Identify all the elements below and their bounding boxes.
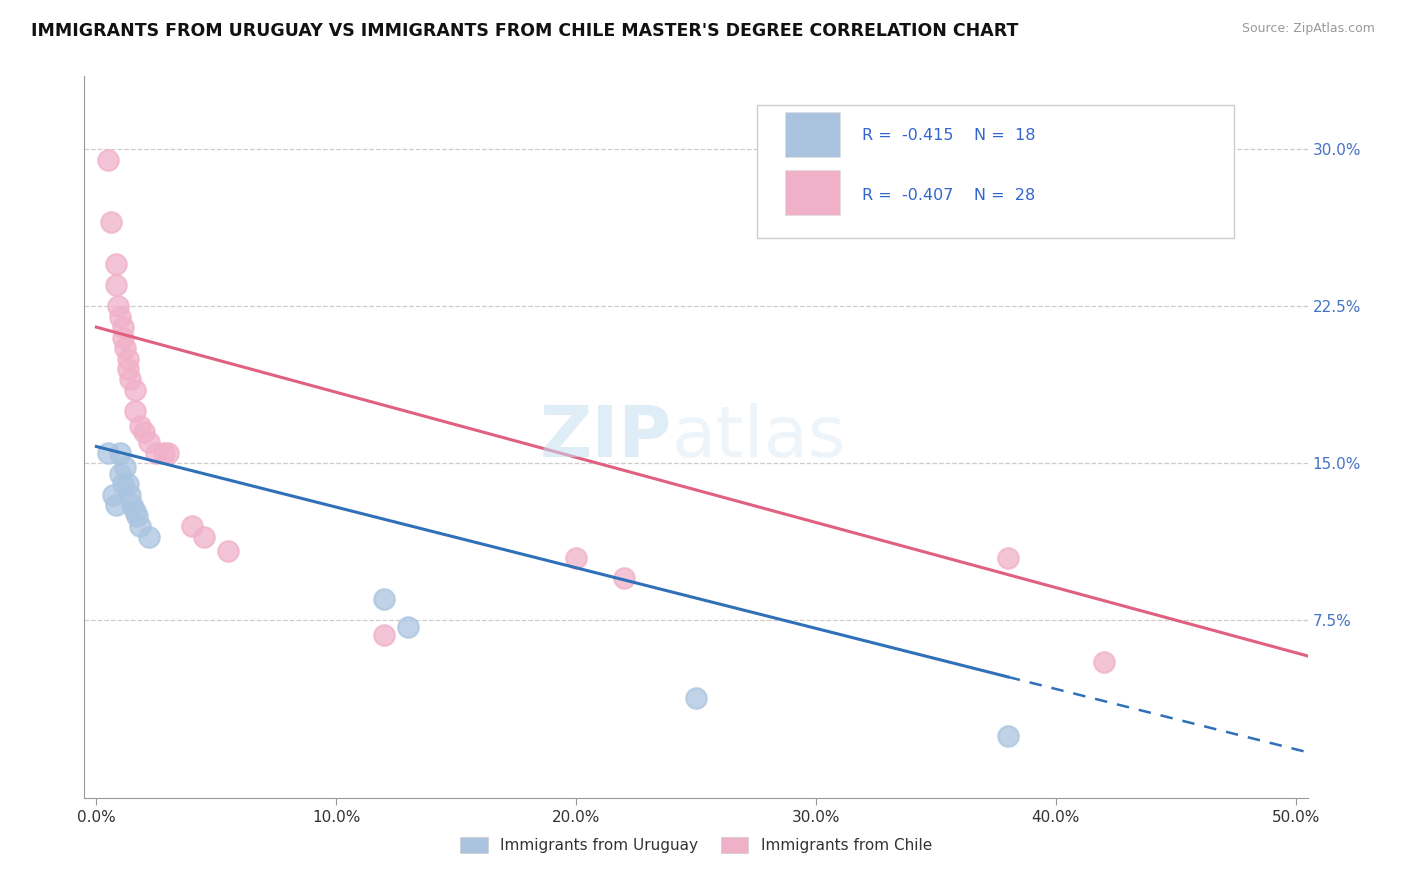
Text: atlas: atlas (672, 402, 846, 472)
Point (138, 530, 160, 544)
Point (110, 446, 132, 460)
Point (124, 383, 146, 397)
Point (193, 530, 215, 544)
Point (111, 477, 134, 491)
Point (128, 519, 150, 533)
Point (1092, 655, 1115, 669)
Point (127, 508, 149, 523)
Point (117, 362, 139, 376)
Point (613, 571, 636, 585)
Point (396, 619, 419, 633)
Point (217, 544, 239, 558)
Text: R =  -0.407    N =  28: R = -0.407 N = 28 (862, 187, 1036, 202)
Point (128, 418, 150, 433)
Point (111, 320, 134, 334)
Point (157, 446, 180, 460)
Point (997, 729, 1019, 743)
FancyBboxPatch shape (786, 169, 841, 215)
Text: ZIP: ZIP (540, 402, 672, 472)
Point (104, 498, 127, 512)
Point (100, 215, 122, 229)
Point (107, 299, 129, 313)
FancyBboxPatch shape (758, 104, 1234, 238)
FancyBboxPatch shape (786, 112, 841, 158)
Point (152, 446, 174, 460)
Point (114, 341, 136, 355)
Point (110, 467, 132, 481)
Point (111, 330, 134, 344)
Point (118, 488, 141, 502)
Point (145, 446, 167, 460)
Point (685, 690, 707, 705)
Point (97, 446, 120, 460)
Point (97, 153, 120, 167)
Point (181, 519, 204, 533)
Point (124, 404, 146, 418)
Point (117, 477, 139, 491)
Point (373, 628, 395, 642)
Point (565, 550, 588, 565)
Point (104, 278, 127, 293)
Text: R =  -0.415    N =  18: R = -0.415 N = 18 (862, 128, 1036, 144)
Text: IMMIGRANTS FROM URUGUAY VS IMMIGRANTS FROM CHILE MASTER'S DEGREE CORRELATION CHA: IMMIGRANTS FROM URUGUAY VS IMMIGRANTS FR… (31, 22, 1018, 40)
Point (114, 460, 136, 475)
Point (104, 257, 127, 271)
Point (118, 372, 141, 386)
Text: Source: ZipAtlas.com: Source: ZipAtlas.com (1241, 22, 1375, 36)
Point (117, 351, 139, 366)
Point (121, 498, 143, 512)
Point (138, 435, 160, 450)
Point (101, 488, 124, 502)
Point (110, 310, 132, 324)
Point (997, 550, 1019, 565)
Point (124, 504, 146, 518)
Point (373, 592, 395, 607)
Point (134, 425, 156, 439)
Legend: Immigrants from Uruguay, Immigrants from Chile: Immigrants from Uruguay, Immigrants from… (454, 831, 938, 859)
